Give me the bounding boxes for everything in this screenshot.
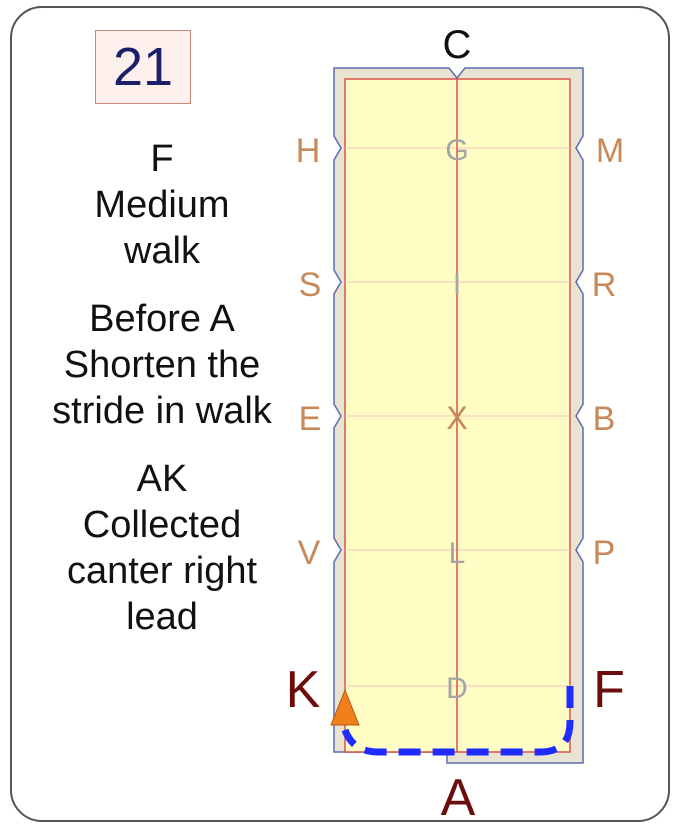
instruction-line: stride in walk xyxy=(52,390,272,432)
letter-m: M xyxy=(596,132,624,170)
letter-f: F xyxy=(593,661,625,719)
test-number-badge: 21 xyxy=(95,30,191,104)
movement-instructions: F Medium walk Before A Shorten the strid… xyxy=(20,136,304,654)
instruction-block-3: AK Collected canter right lead xyxy=(20,456,304,640)
letter-b: B xyxy=(593,400,616,438)
instruction-block-2: Before A Shorten the stride in walk xyxy=(20,296,304,434)
instruction-line: canter right xyxy=(66,550,258,592)
letter-c: C xyxy=(443,23,472,67)
letter-a: A xyxy=(441,769,476,827)
letter-s: S xyxy=(299,266,322,304)
letter-h: H xyxy=(296,132,321,170)
instruction-line: Medium xyxy=(94,184,230,226)
instruction-line: Shorten the xyxy=(63,344,261,386)
letter-g: G xyxy=(445,134,468,167)
letter-k: K xyxy=(286,661,321,719)
letter-i: I xyxy=(453,268,461,301)
instruction-line: walk xyxy=(123,230,201,272)
letter-e: E xyxy=(299,400,322,438)
instruction-line: F xyxy=(150,138,174,180)
letter-l: L xyxy=(449,537,466,570)
letter-r: R xyxy=(592,266,617,304)
letter-p: P xyxy=(593,534,616,572)
instruction-line: lead xyxy=(126,596,198,638)
instruction-line: Collected xyxy=(82,504,242,546)
instruction-line: AK xyxy=(136,458,188,500)
test-number: 21 xyxy=(112,37,174,97)
route-path xyxy=(341,686,574,756)
direction-arrow-icon xyxy=(330,688,360,726)
instruction-block-1: F Medium walk xyxy=(20,136,304,274)
letter-x: X xyxy=(446,400,467,436)
letter-d: D xyxy=(446,672,468,705)
letter-v: V xyxy=(298,534,321,572)
instruction-line: Before A xyxy=(89,298,235,340)
